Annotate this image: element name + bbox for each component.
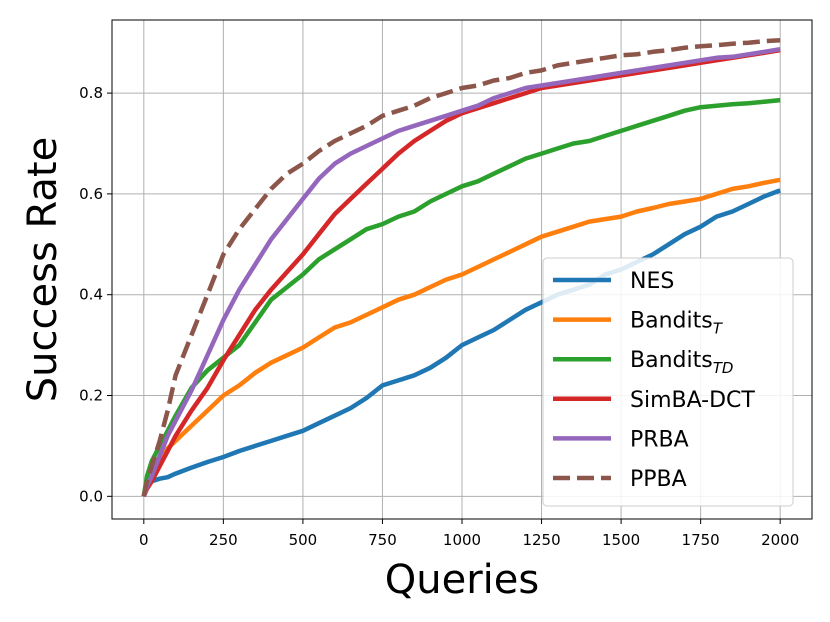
series-lines xyxy=(141,37,781,498)
y-axis-label: Success Rate xyxy=(20,137,66,402)
legend-entry: SimBA-DCT xyxy=(553,388,755,413)
x-tick-label: 2000 xyxy=(761,531,799,549)
legend-label: BanditsT xyxy=(630,309,724,338)
x-tick-label: 0 xyxy=(139,531,149,549)
x-tick-label: 1000 xyxy=(443,531,481,549)
series-line-simba-dct xyxy=(141,47,781,498)
legend-label: SimBA-DCT xyxy=(630,388,755,413)
series-line-ppba xyxy=(141,37,781,497)
legend-entry: BanditsT xyxy=(553,309,724,338)
x-ticks: 0 250 500 750 1000 1250 1500 1750 2000 xyxy=(139,519,799,549)
legend-entry: NES xyxy=(553,269,674,294)
legend-label: PRBA xyxy=(630,427,689,452)
x-tick-label: 750 xyxy=(368,531,397,549)
legend-entry: PRBA xyxy=(553,427,689,452)
series-line-bandits-t xyxy=(141,177,781,497)
series-line-prba xyxy=(141,46,781,497)
x-tick-label: 250 xyxy=(209,531,238,549)
x-tick-label: 1250 xyxy=(522,531,560,549)
series-line-bandits-td xyxy=(141,97,781,497)
legend: NES BanditsT BanditsTD SimBA-DCT PRBA PPBA xyxy=(542,257,794,507)
x-axis-label: Queries xyxy=(385,557,539,603)
y-tick-label: 0.6 xyxy=(79,185,103,203)
y-ticks: 0.0 0.2 0.4 0.6 0.8 xyxy=(79,84,112,505)
legend-entry: BanditsTD xyxy=(553,348,733,377)
x-tick-label: 500 xyxy=(289,531,318,549)
legend-entry: PPBA xyxy=(553,467,687,492)
x-tick-label: 1750 xyxy=(682,531,720,549)
y-tick-label: 0.4 xyxy=(79,286,103,304)
y-tick-label: 0.0 xyxy=(79,487,103,505)
y-tick-label: 0.8 xyxy=(79,84,103,102)
x-tick-label: 1500 xyxy=(602,531,640,549)
y-tick-label: 0.2 xyxy=(79,387,103,405)
series-line-nes xyxy=(141,188,781,497)
legend-label: BanditsTD xyxy=(630,348,733,377)
legend-label: PPBA xyxy=(630,467,687,492)
legend-label: NES xyxy=(630,269,674,294)
